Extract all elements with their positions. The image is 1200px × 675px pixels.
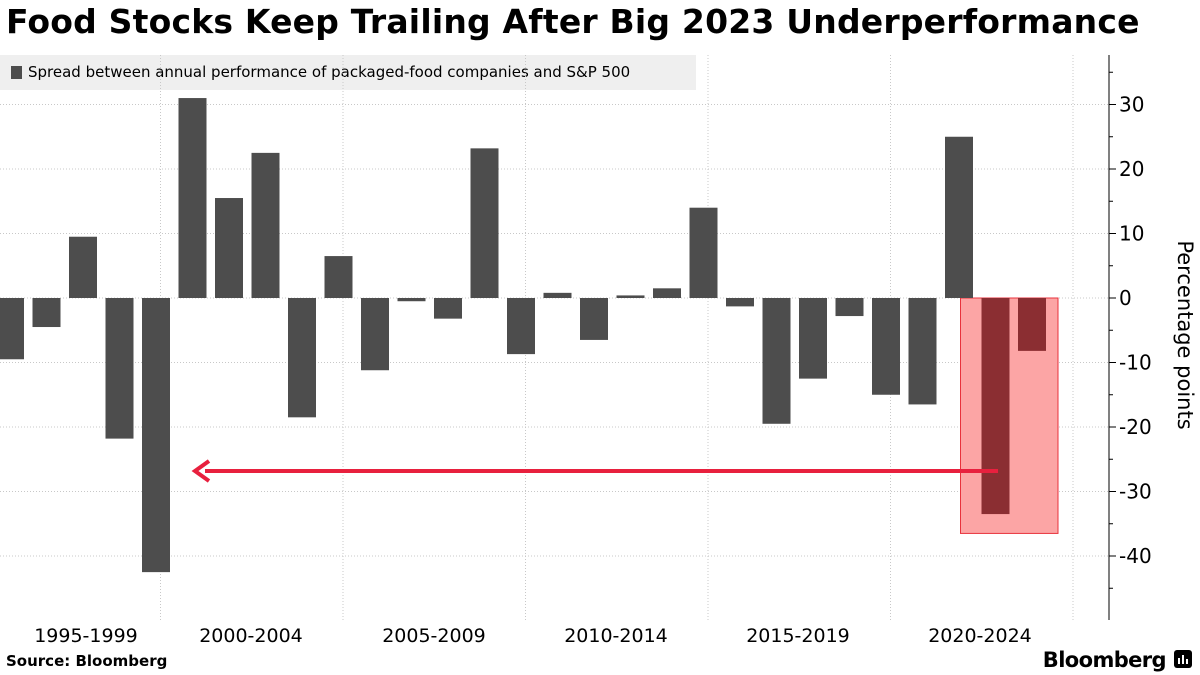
bar-2022 bbox=[981, 298, 1010, 515]
y-tick-label: -10 bbox=[1119, 351, 1152, 375]
y-tick-label: 0 bbox=[1119, 286, 1132, 310]
bar-1998 bbox=[105, 298, 134, 439]
bar-2001 bbox=[215, 198, 243, 298]
arrow-head bbox=[191, 459, 211, 483]
bar-2018 bbox=[835, 298, 864, 317]
bar-1996 bbox=[32, 298, 61, 328]
bars bbox=[0, 98, 1046, 573]
bar-2003 bbox=[288, 298, 316, 418]
bar-2009 bbox=[507, 298, 535, 355]
bar-2013 bbox=[653, 288, 681, 298]
brand-logo: Bloomberg bbox=[1042, 648, 1167, 672]
bar-2007 bbox=[434, 298, 462, 319]
bar-1995 bbox=[0, 298, 24, 360]
bloomberg-terminal-icon bbox=[1174, 650, 1192, 668]
bar-2017 bbox=[799, 298, 827, 379]
arrow-annotation bbox=[191, 459, 998, 483]
legend-label: Spread between annual performance of pac… bbox=[28, 63, 631, 81]
bar-2008 bbox=[470, 148, 499, 298]
bar-2010 bbox=[543, 292, 572, 298]
y-axis-label: Percentage points bbox=[1173, 240, 1197, 430]
y-tick-label: 30 bbox=[1119, 93, 1144, 117]
source-note: Source: Bloomberg bbox=[6, 652, 168, 670]
bar-2004 bbox=[324, 256, 353, 298]
x-axis-labels: 1995-1999 2000-2004 2005-2009 2010-2014 2015… bbox=[34, 625, 1032, 647]
x-tick-label: 2010-2014 bbox=[564, 625, 668, 647]
bar-2014 bbox=[689, 207, 718, 298]
x-tick-label: 1995-1999 bbox=[34, 625, 138, 647]
bar-2012 bbox=[616, 295, 645, 298]
legend: Spread between annual performance of pac… bbox=[0, 55, 696, 90]
y-tick-label: 20 bbox=[1119, 157, 1144, 181]
y-tick-label: -20 bbox=[1119, 415, 1152, 439]
bar-1997 bbox=[69, 236, 97, 298]
bar-1999 bbox=[142, 298, 170, 573]
bar-2021 bbox=[945, 136, 973, 298]
x-tick-label: 2020-2024 bbox=[928, 625, 1032, 647]
bar-2015 bbox=[726, 298, 754, 307]
bar-2019 bbox=[872, 298, 900, 395]
x-tick-label: 2000-2004 bbox=[199, 625, 303, 647]
bar-2000 bbox=[178, 98, 207, 298]
bar-2023 bbox=[1018, 298, 1046, 351]
y-tick-label: 10 bbox=[1119, 222, 1144, 246]
x-tick-label: 2005-2009 bbox=[382, 625, 486, 647]
bar-2011 bbox=[580, 298, 608, 340]
y-tick-label: -40 bbox=[1119, 544, 1152, 568]
y-axis: 30 20 10 0 -10 -20 -30 -40 bbox=[1108, 55, 1152, 620]
bar-2005 bbox=[361, 298, 389, 371]
bar-2020 bbox=[908, 298, 937, 405]
bar-2016 bbox=[762, 298, 791, 424]
bar-2006 bbox=[397, 298, 426, 302]
bar-2002 bbox=[251, 152, 280, 298]
x-tick-label: 2015-2019 bbox=[746, 625, 850, 647]
chart-title: Food Stocks Keep Trailing After Big 2023… bbox=[6, 2, 1140, 41]
legend-swatch bbox=[11, 66, 22, 79]
y-tick-label: -30 bbox=[1119, 480, 1152, 504]
